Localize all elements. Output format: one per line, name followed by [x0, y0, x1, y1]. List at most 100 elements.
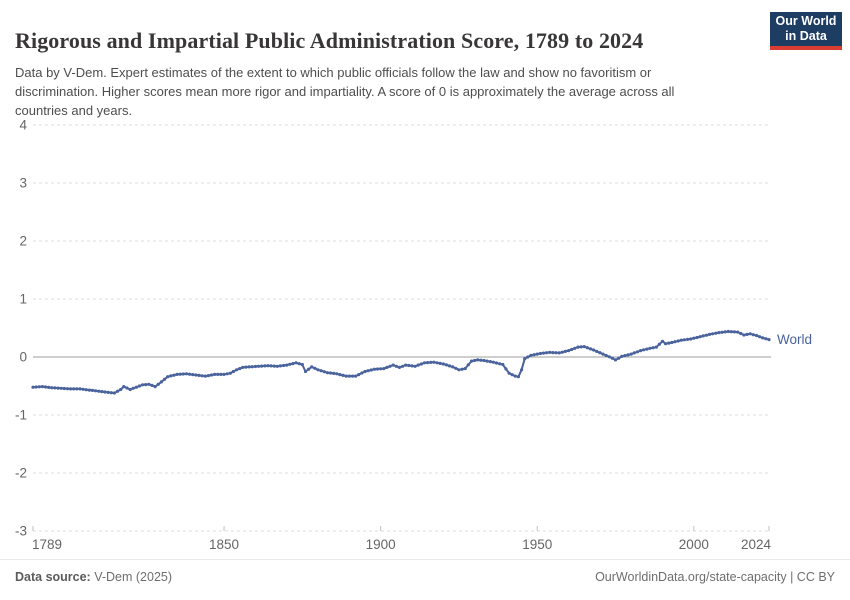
series-point	[322, 370, 326, 374]
y-axis-tick-label: 4	[19, 118, 27, 133]
series-point	[112, 391, 116, 395]
series-point	[541, 351, 546, 355]
series-point	[50, 386, 54, 390]
y-axis-tick-label: 2	[19, 234, 27, 249]
series-point	[639, 349, 643, 353]
series-point	[635, 350, 640, 354]
owid-url-license-link[interactable]: OurWorldinData.org/state-capacity | CC B…	[595, 570, 835, 584]
series-point	[660, 339, 665, 343]
series-point	[645, 347, 649, 351]
series-point	[357, 373, 361, 377]
series-point	[338, 373, 342, 377]
series-point	[454, 366, 458, 370]
series-point	[494, 361, 499, 365]
series-point	[288, 362, 292, 366]
series-point	[150, 383, 154, 387]
series-point	[551, 351, 555, 355]
series-point	[447, 364, 452, 368]
series-point	[592, 348, 596, 352]
series-point	[285, 363, 289, 367]
series-point	[72, 387, 76, 391]
series-point	[328, 371, 333, 375]
series-point	[62, 386, 66, 391]
series-point	[109, 391, 113, 395]
series-point	[156, 382, 160, 386]
series-point	[704, 333, 709, 337]
series-point	[548, 350, 552, 354]
series-point	[341, 373, 345, 377]
series-point	[291, 362, 295, 366]
series-point	[213, 372, 217, 376]
series-point	[416, 363, 420, 367]
x-axis-tick-label: 1850	[209, 537, 239, 552]
series-point	[745, 332, 749, 336]
series-point	[162, 377, 167, 381]
series-point	[169, 374, 173, 378]
series-point	[247, 365, 251, 369]
series-point	[585, 346, 589, 350]
series-point	[122, 385, 126, 389]
series-point	[325, 371, 329, 375]
series-point	[557, 351, 561, 355]
series-point	[335, 372, 339, 376]
series-point	[216, 372, 220, 376]
series-point	[563, 349, 568, 353]
x-axis-tick-label: 1900	[366, 537, 396, 552]
series-point	[347, 374, 351, 378]
series-point	[419, 362, 423, 366]
series-point	[103, 390, 107, 394]
x-axis-tick-label: 1789	[32, 537, 62, 552]
series-point	[707, 332, 712, 336]
series-point	[422, 361, 427, 365]
series-point	[125, 386, 129, 390]
series-point	[137, 384, 142, 388]
series-point	[382, 367, 386, 371]
series-point	[698, 335, 702, 339]
series-point	[363, 369, 367, 374]
series-point	[723, 330, 727, 334]
series-point	[560, 350, 564, 354]
series-point	[601, 352, 605, 356]
series-point	[767, 338, 771, 342]
series-point	[34, 385, 38, 389]
series-point	[307, 367, 311, 371]
series-point	[726, 329, 730, 334]
series-point	[391, 363, 395, 367]
series-point	[188, 372, 192, 376]
series-point	[532, 353, 536, 357]
series-point	[429, 360, 433, 364]
series-point	[701, 334, 705, 338]
x-axis-tick-label: 1950	[522, 537, 552, 552]
series-point	[567, 349, 571, 353]
series-point	[538, 351, 543, 356]
series-point	[748, 332, 752, 336]
data-source-value: V-Dem (2025)	[94, 570, 173, 584]
series-point	[344, 374, 348, 378]
series-point	[620, 354, 624, 358]
series-point	[178, 372, 182, 376]
series-point	[479, 358, 483, 362]
series-point	[426, 361, 430, 365]
series-point	[516, 375, 521, 379]
series-point	[37, 385, 41, 389]
series-point	[388, 364, 392, 368]
series-point	[488, 360, 492, 364]
series-point	[595, 349, 599, 353]
series-point	[238, 367, 242, 371]
series-point	[69, 387, 73, 391]
data-source-note: Data source: V-Dem (2025)	[15, 570, 172, 584]
y-axis-tick-label: -1	[15, 408, 27, 423]
series-point	[682, 338, 687, 342]
series-point	[313, 366, 317, 370]
series-point	[607, 355, 611, 359]
owid-logo[interactable]: Our World in Data	[770, 12, 842, 50]
series-point	[47, 385, 51, 389]
y-axis-tick-label: 0	[19, 350, 27, 365]
footer-divider	[0, 559, 850, 560]
series-point	[297, 362, 301, 366]
series-point	[689, 337, 693, 341]
series-point	[128, 387, 132, 392]
series-point	[379, 367, 383, 371]
series-point	[535, 352, 539, 356]
